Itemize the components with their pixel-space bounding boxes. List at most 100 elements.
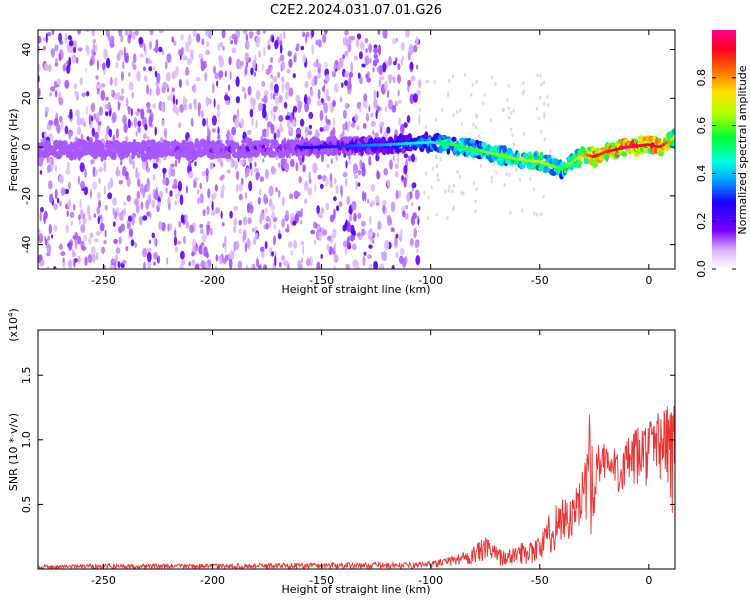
heatmap-cell bbox=[46, 243, 52, 255]
heatmap-cell bbox=[330, 180, 333, 188]
heatmap-cell bbox=[75, 232, 78, 241]
heatmap-cell bbox=[333, 83, 339, 93]
heatmap-cell bbox=[134, 242, 137, 249]
heatmap-cell bbox=[395, 189, 399, 200]
heatmap-cell bbox=[452, 183, 455, 188]
heatmap-cell bbox=[387, 99, 393, 110]
heatmap-cell bbox=[153, 237, 157, 247]
heatmap-cell bbox=[408, 44, 414, 55]
heatmap-cell bbox=[81, 246, 87, 251]
heatmap-cell bbox=[48, 119, 54, 126]
heatmap-cell bbox=[128, 228, 134, 237]
heatmap-cell bbox=[542, 80, 545, 85]
snr-y-label: SNR (10 * v/v) bbox=[7, 413, 20, 491]
snr-plot-area bbox=[38, 330, 675, 569]
heatmap-cell bbox=[278, 115, 284, 122]
heatmap-cell bbox=[357, 182, 361, 187]
heatmap-cell bbox=[246, 167, 250, 177]
heatmap-cell bbox=[152, 174, 156, 181]
heatmap-cell bbox=[39, 211, 42, 222]
heatmap-cell bbox=[416, 141, 420, 145]
heatmap-cell bbox=[271, 211, 275, 220]
heatmap-cell bbox=[115, 168, 121, 177]
heatmap-cell bbox=[302, 31, 306, 38]
heatmap-cell bbox=[172, 94, 176, 106]
heatmap-cell bbox=[347, 81, 352, 91]
heatmap-cell bbox=[149, 213, 152, 219]
heatmap-cell bbox=[240, 118, 245, 128]
heatmap-cell bbox=[187, 141, 195, 150]
heatmap-cell bbox=[98, 177, 101, 184]
colorbar-tick-label: 0.0 bbox=[695, 260, 708, 278]
heatmap-cell bbox=[392, 76, 396, 84]
heatmap-cell bbox=[409, 238, 414, 247]
heatmap-cell bbox=[332, 72, 336, 78]
heatmap-cell bbox=[213, 98, 216, 108]
heatmap-cell bbox=[275, 187, 278, 193]
heatmap-cell bbox=[654, 147, 658, 154]
heatmap-cell bbox=[363, 143, 367, 147]
heatmap-cell bbox=[88, 236, 92, 246]
heatmap-cell bbox=[64, 33, 68, 44]
heatmap-cell bbox=[73, 46, 77, 54]
heatmap-cell bbox=[190, 147, 197, 156]
heatmap-cell bbox=[345, 144, 349, 148]
heatmap-cell bbox=[508, 173, 511, 178]
heatmap-cell bbox=[112, 197, 117, 206]
heatmap-cell bbox=[83, 121, 86, 128]
heatmap-cell bbox=[120, 34, 124, 43]
heatmap-cell bbox=[286, 68, 291, 74]
heatmap-cell bbox=[313, 145, 318, 149]
heatmap-cell bbox=[580, 153, 585, 157]
heatmap-cell bbox=[391, 227, 395, 233]
heatmap-cell bbox=[130, 108, 133, 117]
heatmap-cell bbox=[304, 93, 308, 105]
heatmap-cell bbox=[289, 126, 294, 135]
heatmap-cell bbox=[72, 203, 76, 211]
heatmap-cell bbox=[105, 30, 110, 37]
heatmap-cell bbox=[319, 145, 323, 149]
heatmap-cell bbox=[382, 30, 388, 39]
heatmap-cell bbox=[112, 150, 118, 155]
heatmap-cell bbox=[214, 184, 218, 192]
heatmap-cell bbox=[333, 63, 337, 71]
heatmap-cell bbox=[120, 71, 124, 81]
heatmap-cell bbox=[373, 137, 378, 145]
heatmap-cell bbox=[161, 119, 165, 127]
heatmap-cell bbox=[84, 168, 87, 179]
heatmap-cell bbox=[107, 181, 112, 191]
heatmap-cell bbox=[174, 69, 179, 78]
heatmap-cell bbox=[186, 58, 193, 65]
heatmap-cell bbox=[157, 201, 161, 207]
heatmap-cell bbox=[369, 215, 372, 225]
heatmap-cell bbox=[206, 223, 211, 230]
heatmap-cell bbox=[314, 76, 318, 86]
heatmap-cell bbox=[415, 255, 421, 266]
heatmap-cell bbox=[180, 250, 185, 260]
heatmap-cell bbox=[273, 113, 276, 122]
heatmap-cell bbox=[287, 118, 291, 130]
heatmap-cell bbox=[176, 240, 182, 245]
heatmap-cell bbox=[235, 96, 240, 104]
heatmap-cell bbox=[320, 98, 324, 103]
heatmap-cell bbox=[482, 101, 485, 106]
heatmap-cell bbox=[146, 102, 151, 109]
heatmap-cell bbox=[128, 30, 133, 35]
heatmap-cell bbox=[242, 30, 248, 35]
heatmap-cell bbox=[131, 152, 135, 160]
heatmap-cell bbox=[403, 122, 408, 128]
heatmap-cell bbox=[154, 44, 159, 54]
heatmap-cell bbox=[401, 55, 404, 62]
heatmap-cell bbox=[120, 160, 123, 166]
heatmap-cell bbox=[350, 144, 354, 148]
heatmap-cell bbox=[253, 99, 256, 106]
heatmap-cell bbox=[439, 157, 442, 162]
heatmap-cell bbox=[98, 166, 104, 173]
heatmap-cell bbox=[341, 82, 344, 88]
heatmap-cell bbox=[375, 195, 380, 203]
heatmap-cell bbox=[233, 205, 238, 211]
heatmap-cell bbox=[431, 166, 435, 171]
heatmap-cell bbox=[518, 177, 521, 182]
heatmap-cell bbox=[248, 180, 253, 192]
heatmap-cell bbox=[164, 177, 170, 187]
